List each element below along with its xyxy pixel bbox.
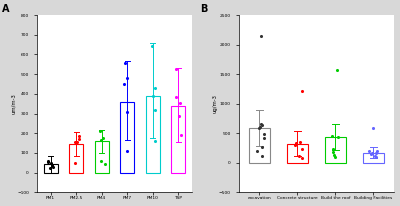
Point bbox=[71, 140, 78, 144]
Y-axis label: ug/m-3: ug/m-3 bbox=[212, 94, 218, 113]
Point bbox=[148, 44, 155, 47]
Point bbox=[47, 167, 53, 170]
Point bbox=[76, 137, 82, 141]
Point bbox=[258, 34, 265, 37]
Point bbox=[368, 153, 374, 156]
Bar bbox=[363, 153, 384, 163]
Point bbox=[254, 150, 260, 153]
Bar bbox=[44, 164, 58, 173]
Point bbox=[296, 140, 303, 143]
Point bbox=[176, 102, 183, 105]
Point bbox=[330, 150, 336, 154]
Bar bbox=[95, 142, 109, 173]
Point bbox=[49, 163, 55, 167]
Point bbox=[372, 152, 379, 155]
Point bbox=[74, 140, 80, 144]
Text: B: B bbox=[200, 5, 207, 14]
Point bbox=[298, 156, 305, 160]
Point bbox=[96, 130, 103, 133]
Bar bbox=[146, 96, 160, 173]
Bar bbox=[120, 102, 134, 173]
Point bbox=[72, 162, 78, 165]
Point bbox=[259, 123, 265, 127]
Point bbox=[366, 149, 372, 153]
Point bbox=[332, 155, 338, 159]
Point bbox=[152, 108, 158, 112]
Point bbox=[45, 159, 52, 162]
Point bbox=[172, 67, 179, 70]
Point bbox=[368, 151, 375, 154]
Point bbox=[48, 162, 54, 165]
Point bbox=[258, 122, 264, 126]
Point bbox=[121, 82, 128, 85]
Point bbox=[257, 125, 264, 129]
Point bbox=[299, 89, 305, 92]
Point bbox=[178, 133, 184, 136]
Bar bbox=[325, 137, 346, 163]
Bar bbox=[69, 144, 83, 173]
Point bbox=[152, 87, 158, 90]
Bar bbox=[287, 144, 308, 163]
Point bbox=[370, 127, 376, 130]
Point bbox=[176, 114, 182, 118]
Point bbox=[329, 135, 335, 138]
Point bbox=[299, 147, 305, 150]
Point bbox=[374, 150, 380, 153]
Point bbox=[371, 154, 378, 158]
Point bbox=[122, 62, 128, 65]
Point bbox=[98, 159, 104, 163]
Point bbox=[75, 135, 82, 138]
Point bbox=[260, 137, 267, 140]
Point bbox=[330, 148, 336, 151]
Point bbox=[373, 155, 379, 159]
Point bbox=[293, 142, 299, 145]
Bar bbox=[171, 106, 185, 173]
Point bbox=[335, 136, 342, 139]
Point bbox=[100, 137, 106, 140]
Point bbox=[152, 140, 158, 143]
Text: A: A bbox=[2, 5, 10, 14]
Point bbox=[101, 162, 108, 165]
Point bbox=[333, 68, 340, 72]
Point bbox=[292, 143, 298, 146]
Point bbox=[124, 77, 130, 80]
Point bbox=[123, 110, 130, 114]
Point bbox=[259, 154, 265, 158]
Point bbox=[50, 165, 56, 168]
Point bbox=[45, 160, 52, 163]
Point bbox=[124, 149, 131, 152]
Point bbox=[259, 145, 266, 149]
Point bbox=[296, 155, 302, 158]
Point bbox=[330, 153, 337, 156]
Y-axis label: um/m-3: um/m-3 bbox=[11, 93, 16, 114]
Point bbox=[173, 96, 179, 99]
Point bbox=[98, 138, 104, 142]
Point bbox=[150, 95, 156, 98]
Point bbox=[256, 126, 262, 130]
Bar bbox=[249, 128, 270, 163]
Point bbox=[260, 132, 267, 136]
